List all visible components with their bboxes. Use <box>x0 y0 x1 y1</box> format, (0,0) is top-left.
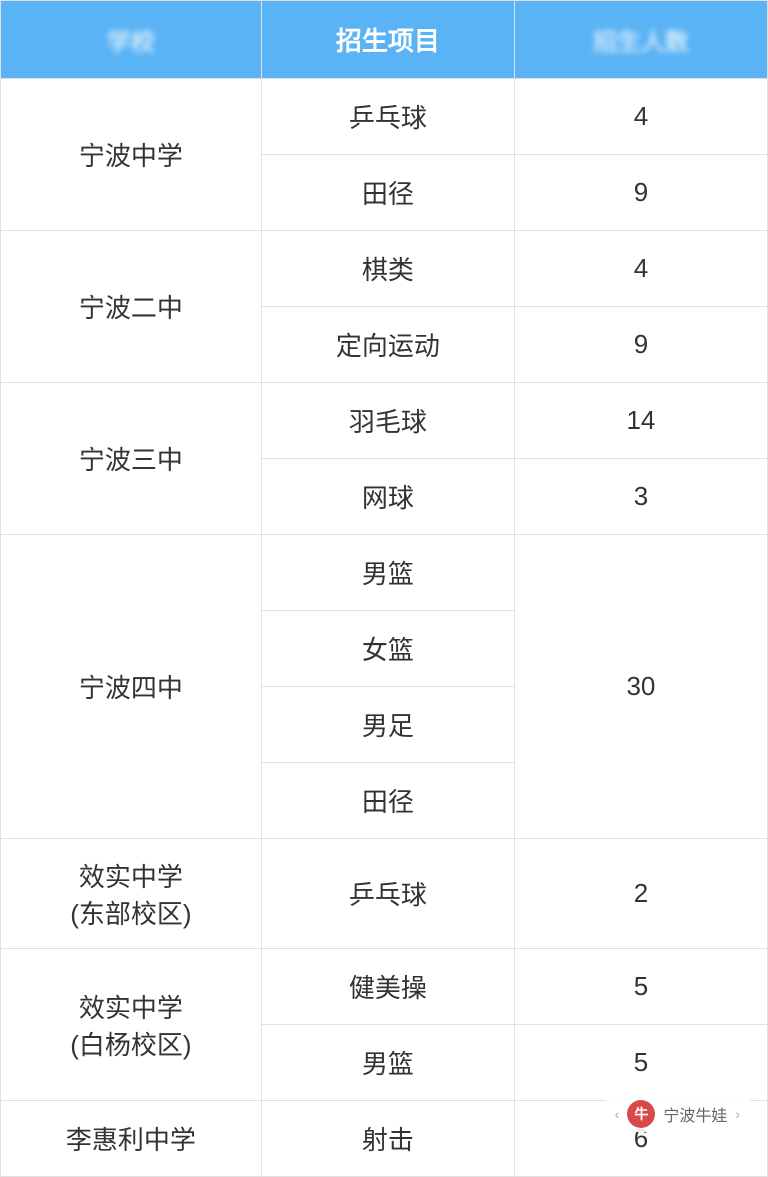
table-row: 效实中学 (白杨校区) 健美操 5 <box>1 949 768 1025</box>
project-cell: 田径 <box>261 155 514 231</box>
table-row: 宁波四中 男篮 30 <box>1 535 768 611</box>
count-cell: 5 <box>514 1025 767 1101</box>
project-cell: 羽毛球 <box>261 383 514 459</box>
project-cell: 男篮 <box>261 1025 514 1101</box>
project-cell: 乒乓球 <box>261 79 514 155</box>
table-row: 宁波三中 羽毛球 14 <box>1 383 768 459</box>
project-cell: 棋类 <box>261 231 514 307</box>
project-cell: 男篮 <box>261 535 514 611</box>
avatar: 牛 <box>627 1100 655 1128</box>
count-cell: 2 <box>514 839 767 949</box>
school-cell: 宁波中学 <box>1 79 262 231</box>
project-cell: 乒乓球 <box>261 839 514 949</box>
wechat-name: 宁波牛娃 <box>663 1102 727 1126</box>
school-cell: 李惠利中学 <box>1 1101 262 1177</box>
header-project: 招生项目 <box>261 1 514 79</box>
wechat-watermark: ‹ 牛 宁波牛娃 › <box>605 1096 750 1132</box>
school-cell: 效实中学 (白杨校区) <box>1 949 262 1101</box>
school-cell: 宁波四中 <box>1 535 262 839</box>
school-cell: 效实中学 (东部校区) <box>1 839 262 949</box>
table-row: 效实中学 (东部校区) 乒乓球 2 <box>1 839 768 949</box>
chevron-left-icon: ‹ <box>615 1106 620 1122</box>
count-cell: 4 <box>514 79 767 155</box>
project-cell: 定向运动 <box>261 307 514 383</box>
project-cell: 射击 <box>261 1101 514 1177</box>
count-cell: 5 <box>514 949 767 1025</box>
admissions-table: 学校 招生项目 招生人数 宁波中学 乒乓球 4 田径 9 宁波二中 棋类 4 定… <box>0 0 768 1177</box>
count-cell: 30 <box>514 535 767 839</box>
table-header-row: 学校 招生项目 招生人数 <box>1 1 768 79</box>
header-count: 招生人数 <box>514 1 767 79</box>
chevron-right-icon: › <box>735 1106 740 1122</box>
school-cell: 宁波三中 <box>1 383 262 535</box>
project-cell: 网球 <box>261 459 514 535</box>
count-cell: 3 <box>514 459 767 535</box>
project-cell: 健美操 <box>261 949 514 1025</box>
header-school: 学校 <box>1 1 262 79</box>
count-cell: 14 <box>514 383 767 459</box>
count-cell: 9 <box>514 307 767 383</box>
count-cell: 4 <box>514 231 767 307</box>
project-cell: 女篮 <box>261 611 514 687</box>
project-cell: 男足 <box>261 687 514 763</box>
project-cell: 田径 <box>261 763 514 839</box>
table-row: 宁波中学 乒乓球 4 <box>1 79 768 155</box>
count-cell: 9 <box>514 155 767 231</box>
table-row: 宁波二中 棋类 4 <box>1 231 768 307</box>
school-cell: 宁波二中 <box>1 231 262 383</box>
table-body: 宁波中学 乒乓球 4 田径 9 宁波二中 棋类 4 定向运动 9 宁波三中 羽毛… <box>1 79 768 1177</box>
